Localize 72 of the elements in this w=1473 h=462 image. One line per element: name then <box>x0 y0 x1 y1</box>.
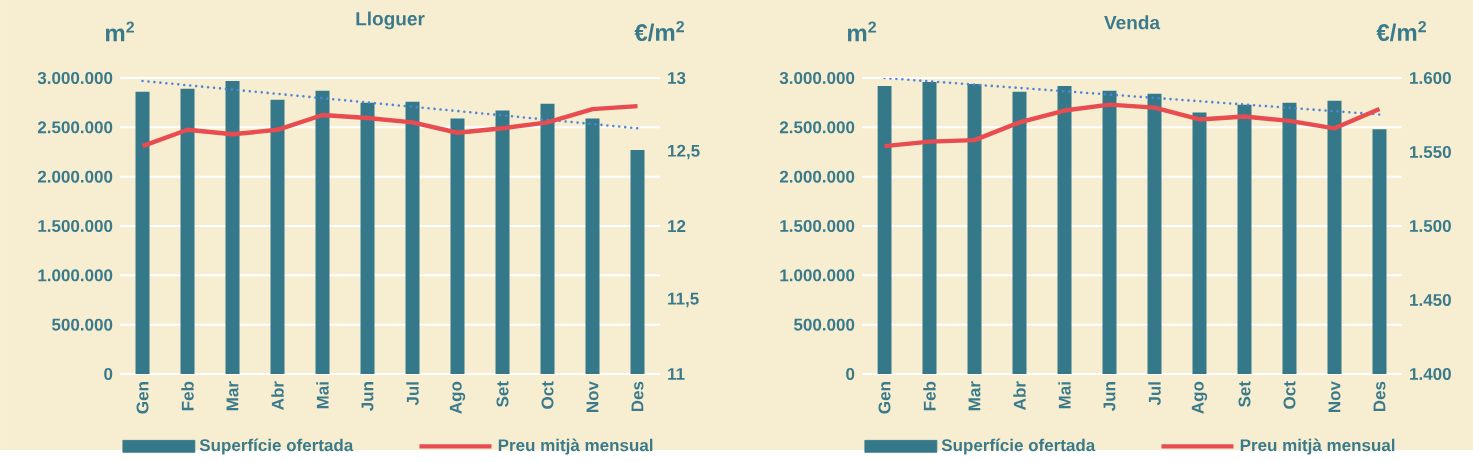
x-tick-label: Jul <box>1148 382 1161 406</box>
x-tick-label: Jul <box>406 382 419 406</box>
legend-label: Preu mitjà mensual <box>498 438 653 455</box>
y2-tick-label: 11,5 <box>668 292 699 308</box>
y-axis-title: m$^{2}$ <box>847 21 876 42</box>
x-tick-label: Mai <box>1058 382 1071 409</box>
x-tick-label: Jun <box>1103 382 1116 411</box>
y-tick-label: 1.000.000 <box>780 269 855 282</box>
x-tick-label: Ago <box>1191 381 1208 414</box>
y-tick-label: 0 <box>846 367 855 380</box>
y2-tick-label: 1.550 <box>1410 145 1451 158</box>
x-tick-label: Mai <box>316 382 329 409</box>
y-tick-label: 2.500.000 <box>779 121 855 134</box>
y-tick-label: 2.000.000 <box>37 170 113 183</box>
y-tick-label: 500.000 <box>794 318 855 331</box>
x-tick-label: Set <box>1238 381 1251 407</box>
chart-title: Lloguer <box>356 11 425 30</box>
x-tick-label: Nov <box>1328 381 1341 412</box>
x-tick-label: Des <box>1373 381 1386 412</box>
bar <box>540 103 555 374</box>
x-tick-label: Set <box>496 381 509 407</box>
x-tick-label: Nov <box>586 381 599 412</box>
bar <box>585 118 600 374</box>
x-tick-label: Gen <box>136 382 149 414</box>
y2-tick-label: 1.600 <box>1410 71 1451 84</box>
x-tick-label: Mar <box>968 381 981 411</box>
y2-tick-label: 11 <box>668 368 685 380</box>
line-series <box>882 102 1382 149</box>
bar <box>180 88 195 374</box>
y2-axis-title: €/m$^{2}$ <box>1376 20 1426 42</box>
bar <box>135 91 150 374</box>
y2-tick-label: 12,5 <box>668 144 700 160</box>
y-tick-label: 3.000.000 <box>37 71 113 84</box>
x-tick-label: Des <box>631 381 644 412</box>
x-tick-label: Jun <box>361 382 374 411</box>
legend-label: Preu mitjà mensual <box>1240 438 1395 455</box>
y-tick-label: 1.500.000 <box>38 219 113 232</box>
bar <box>315 90 330 374</box>
legend-label: Superfície ofertada <box>199 438 354 455</box>
line-series <box>140 103 640 149</box>
y2-tick-label: 12 <box>668 220 686 232</box>
bar <box>270 99 285 374</box>
y-tick-label: 3.000.000 <box>779 71 855 84</box>
bar <box>360 102 375 374</box>
y-tick-label: 1.500.000 <box>780 219 855 232</box>
y-tick-label: 2.500.000 <box>37 121 113 134</box>
y2-tick-label: 1.500 <box>1410 219 1451 232</box>
y2-tick-label: 13 <box>668 71 686 84</box>
bar <box>450 118 465 374</box>
chart-title: Venda <box>1104 15 1161 30</box>
x-tick-label: Feb <box>181 381 194 411</box>
y2-tick-label: 1.400 <box>1410 367 1451 380</box>
bar <box>225 80 240 374</box>
bar <box>405 101 420 374</box>
x-tick-label: Feb <box>923 381 936 411</box>
y-axis-title: m$^{2}$ <box>105 21 134 42</box>
x-tick-label: Gen <box>878 382 891 414</box>
x-tick-label: Oct <box>541 381 554 409</box>
y2-tick-label: 1.450 <box>1410 293 1451 306</box>
bar <box>495 110 510 374</box>
y2-axis-title: €/m$^{2}$ <box>634 20 684 42</box>
y-tick-label: 0 <box>104 367 113 380</box>
y-tick-label: 500.000 <box>52 318 113 331</box>
x-tick-label: Abr <box>271 381 284 410</box>
bar <box>630 149 645 374</box>
y-tick-label: 1.000.000 <box>38 269 113 282</box>
x-tick-label: Abr <box>1013 381 1026 410</box>
x-tick-label: Oct <box>1283 381 1296 409</box>
legend-label: Superfície ofertada <box>941 438 1096 455</box>
x-tick-label: Ago <box>449 381 466 414</box>
y-tick-label: 2.000.000 <box>779 170 855 183</box>
x-tick-label: Mar <box>226 381 239 411</box>
